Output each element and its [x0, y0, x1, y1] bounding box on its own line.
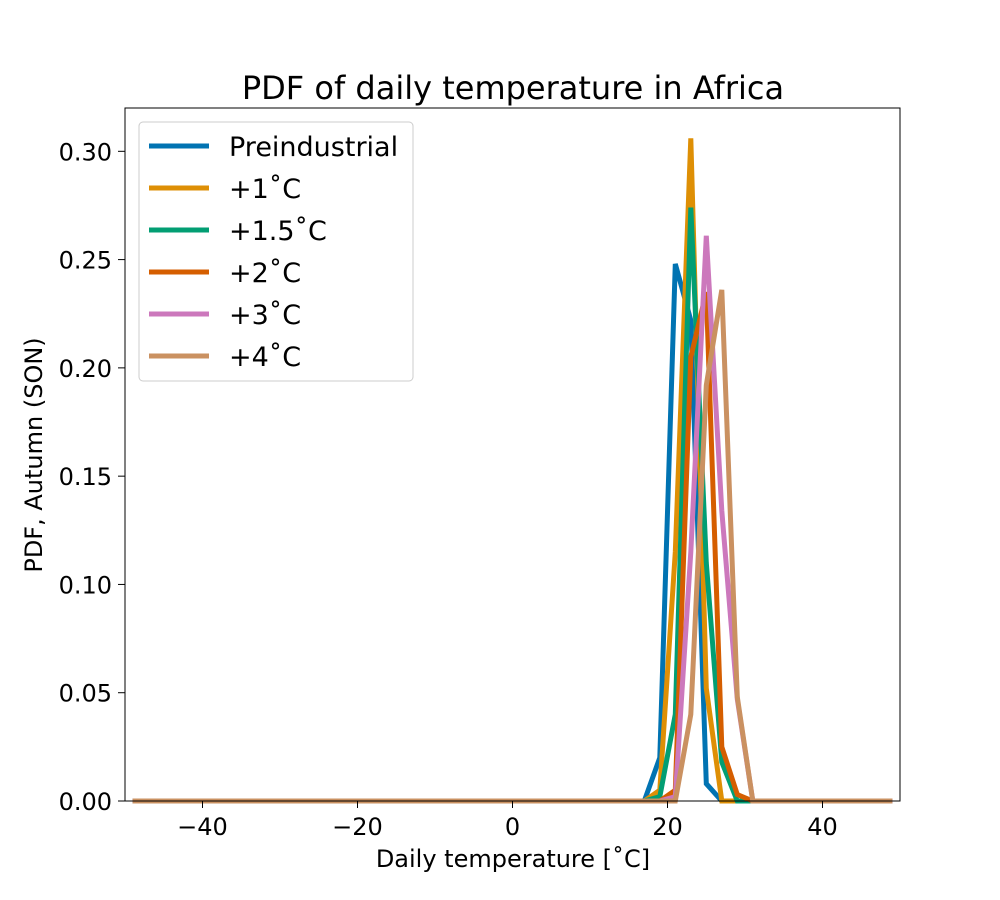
y-tick-label: 0.05 — [59, 680, 112, 708]
legend-label: +1˚C — [229, 174, 301, 205]
x-axis: −40 −20 0 20 40 — [177, 801, 838, 841]
y-axis-title: PDF, Autumn (SON) — [20, 337, 48, 572]
y-tick-label: 0.10 — [59, 571, 112, 599]
y-axis: 0.00 0.05 0.10 0.15 0.20 0.25 0.30 — [59, 138, 125, 816]
y-tick-label: 0.15 — [59, 463, 112, 491]
legend: Preindustrial +1˚C +1.5˚C +2˚C +3˚C +4˚C — [138, 121, 414, 382]
legend-label: Preindustrial — [229, 132, 398, 163]
y-tick-label: 0.30 — [59, 138, 112, 166]
chart-title: PDF of daily temperature in Africa — [242, 69, 784, 107]
legend-label: +3˚C — [229, 300, 301, 331]
x-tick-label: −20 — [332, 813, 383, 841]
x-tick-label: 20 — [652, 813, 683, 841]
x-axis-title: Daily temperature [˚C] — [376, 845, 650, 873]
legend-label: +2˚C — [229, 258, 301, 289]
legend-label: +4˚C — [229, 342, 301, 373]
x-tick-label: −40 — [177, 813, 228, 841]
y-tick-label: 0.20 — [59, 355, 112, 383]
y-tick-label: 0.00 — [59, 788, 112, 816]
legend-label: +1.5˚C — [229, 216, 327, 247]
y-tick-label: 0.25 — [59, 247, 112, 275]
x-tick-label: 0 — [505, 813, 520, 841]
x-tick-label: 40 — [807, 813, 838, 841]
